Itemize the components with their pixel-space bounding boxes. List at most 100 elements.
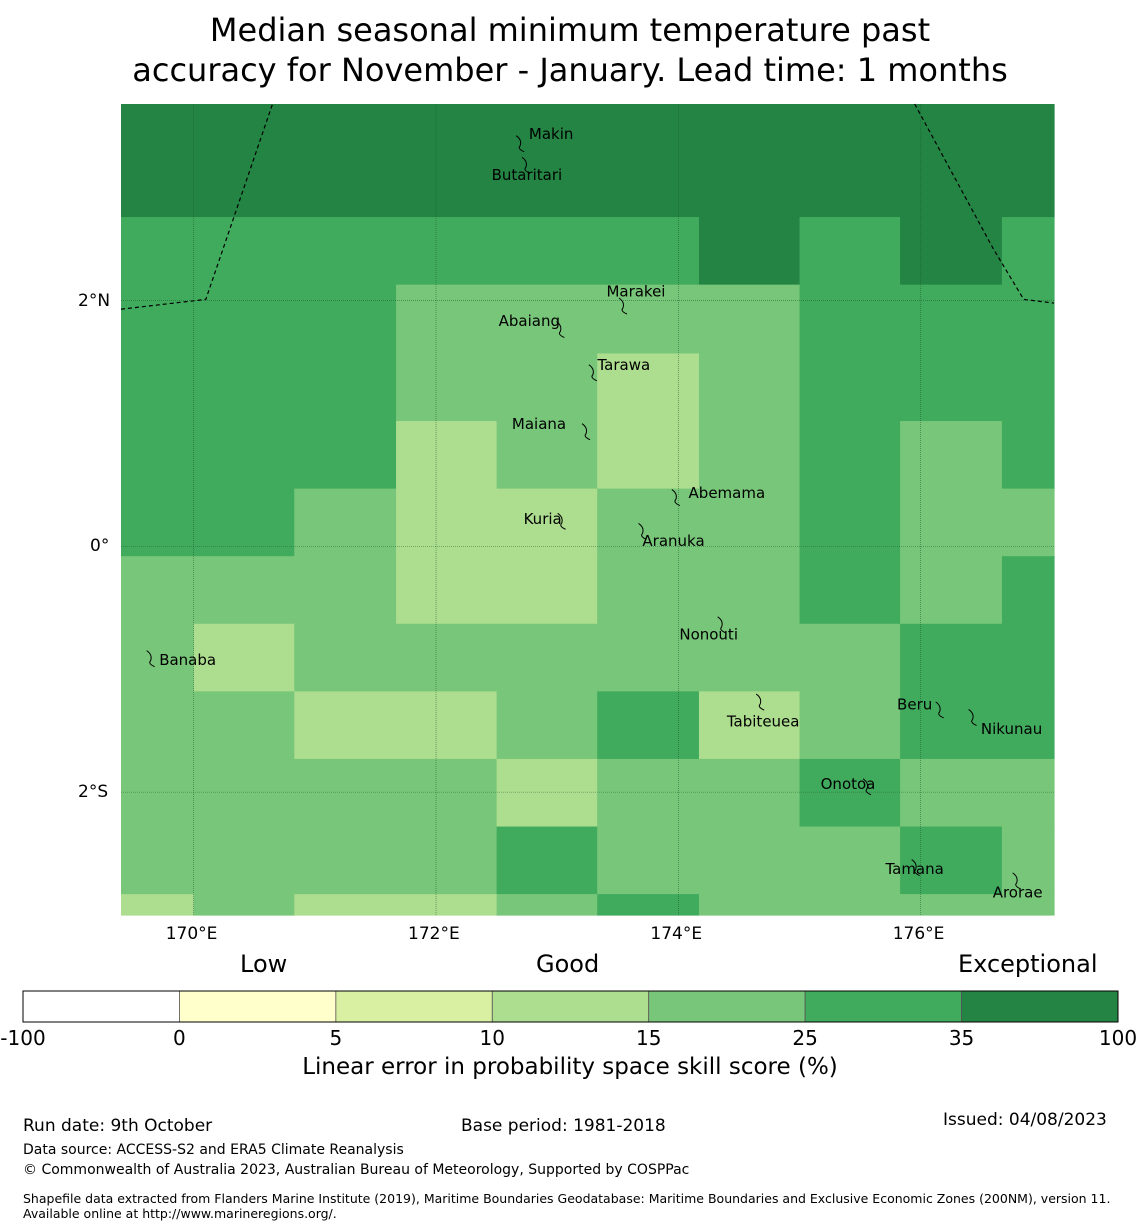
colorbar-segment (491, 990, 650, 1023)
grid-cell (597, 758, 700, 828)
grid-cell (698, 104, 801, 218)
data-source: Data source: ACCESS-S2 and ERA5 Climate … (23, 1142, 404, 1158)
grid-cell (496, 826, 598, 895)
grid-cell (193, 488, 295, 557)
lat-tick-label: 2°N (78, 290, 111, 311)
colorbar-label: Linear error in probability space skill … (302, 1054, 838, 1080)
island-outline (515, 135, 525, 153)
island-label: Kuria (524, 510, 562, 528)
grid-cell (799, 488, 901, 557)
island-label: Marakei (606, 283, 665, 301)
grid-cell (294, 217, 397, 286)
grid-cell (121, 758, 195, 828)
colorbar-segment (961, 990, 1119, 1023)
grid-cell (698, 894, 801, 916)
colorbar-tick-label: 15 (635, 1026, 662, 1050)
grid-cell (496, 556, 598, 625)
island-outline (521, 156, 531, 174)
grid-cell (396, 421, 498, 490)
run-date: Run date: 9th October (23, 1116, 213, 1136)
grid-cell (496, 421, 598, 490)
lat-tick-label: 2°S (78, 782, 109, 803)
grid-cell (597, 217, 700, 286)
lon-tick-label: 172°E (408, 924, 460, 944)
grid-cell (121, 488, 195, 557)
grid-cell (121, 353, 195, 422)
grid-cell (496, 488, 598, 557)
grid-cell (698, 217, 801, 286)
grid-cell (396, 894, 498, 916)
grid-cell (396, 488, 498, 557)
grid-cell (900, 826, 1003, 895)
grid-cell (1001, 758, 1055, 828)
grid-cell (496, 217, 598, 286)
lon-tick-label: 170°E (165, 924, 218, 944)
island-label: Maiana (512, 415, 566, 433)
grid-cell (799, 217, 901, 286)
grid-cell (193, 284, 295, 355)
base-period: Base period: 1981-2018 (461, 1116, 666, 1136)
grid-cell (193, 623, 295, 692)
grid-cell (1001, 488, 1055, 557)
graticule (121, 104, 1054, 915)
map-title: Median seasonal minimum temperature past… (0, 10, 1140, 90)
island-outline (618, 297, 628, 315)
island-outline (935, 701, 944, 719)
grid-cell (698, 284, 801, 355)
category-exceptional: Exceptional (958, 950, 1098, 978)
grid-cell (193, 758, 295, 828)
colorbar-segment (335, 990, 493, 1023)
grid-cell (193, 421, 295, 490)
island-label: Aranuka (642, 532, 704, 550)
colorbar-tick-label: -100 (0, 1026, 46, 1050)
grid-cell (121, 284, 195, 355)
grid-cell (597, 488, 700, 557)
grid-cell (900, 488, 1003, 557)
grid-cell (294, 623, 397, 692)
grid-cell (698, 691, 801, 760)
skill-grid (121, 104, 1055, 916)
colorbar-segment (648, 990, 806, 1023)
grid-cell (698, 421, 801, 490)
grid-cell (193, 104, 295, 218)
eez-boundaries (120, 103, 1055, 310)
island-label: Abaiang (499, 312, 560, 330)
colorbar-frame (22, 990, 1119, 1023)
colorbar-tick-label: 0 (173, 1026, 186, 1050)
grid-cell (396, 758, 498, 828)
grid-cell (799, 758, 901, 828)
grid-cell (597, 894, 700, 916)
grid-cell (396, 691, 498, 760)
island-label: Butaritari (492, 166, 563, 184)
grid-cell (799, 421, 901, 490)
grid-cell (396, 826, 498, 895)
grid-cell (294, 894, 397, 916)
grid-cell (294, 284, 397, 355)
grid-cell (597, 826, 700, 895)
island-outline (581, 423, 591, 441)
island-labels: Makin Butaritari Marakei Abaiang Tarawa Maian… (146, 125, 1043, 901)
grid-cell (799, 104, 901, 218)
title-line-1: Median seasonal minimum temperature past (209, 11, 931, 49)
grid-cell (294, 104, 397, 218)
grid-cell (698, 488, 801, 557)
colorbar-tick-label: 100 (1098, 1026, 1138, 1050)
grid-cell (396, 217, 498, 286)
island-label: Nonouti (679, 625, 738, 643)
colorbar-segment (804, 990, 962, 1023)
island-outline (638, 523, 647, 540)
grid-cell (1001, 894, 1055, 916)
island-outline (588, 364, 598, 382)
island-label: Tabiteuea (726, 713, 800, 731)
grid-cell (1001, 691, 1055, 760)
grid-cell (294, 691, 397, 760)
grid-cell (799, 353, 901, 422)
grid-cell (1001, 284, 1055, 355)
grid-cell (193, 691, 295, 760)
grid-cell (799, 826, 901, 895)
grid-cell (496, 623, 598, 692)
grid-cell (799, 623, 901, 692)
grid-cell (496, 284, 598, 355)
island-outline (1012, 872, 1021, 890)
grid-cell (900, 353, 1003, 422)
